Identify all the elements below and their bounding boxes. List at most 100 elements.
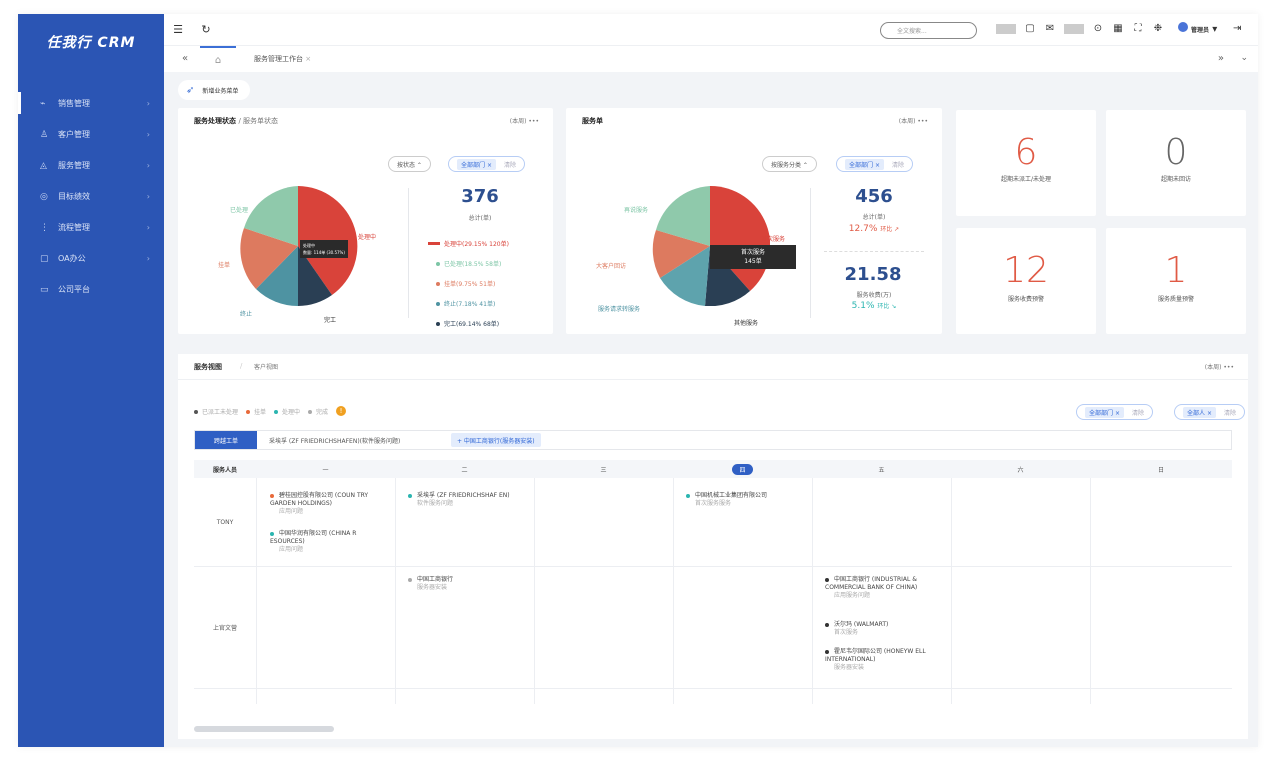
pie-slice-request[interactable] bbox=[660, 246, 710, 306]
sidebar-item-service[interactable]: ◬ 服务管理 › bbox=[18, 150, 164, 181]
pie-slice-vip[interactable] bbox=[652, 230, 710, 278]
tab-customer-view[interactable]: 客户视图 bbox=[254, 364, 279, 371]
tab-service-view[interactable]: 服务视图 bbox=[194, 363, 222, 371]
legend-pending: 挂单(9.75% 51单) bbox=[436, 279, 495, 288]
stat-overdue-visit[interactable]: 0 超期未回访 bbox=[1106, 110, 1246, 216]
sidebar-item-customers[interactable]: ♙ 客户管理 › bbox=[18, 119, 164, 150]
pie-slice-stop[interactable] bbox=[256, 246, 298, 306]
row-person-shangguan: 上官文营 bbox=[212, 624, 237, 632]
pie-tooltip bbox=[300, 240, 348, 258]
add-menu-button[interactable]: ➶ 新增业务菜单 bbox=[178, 80, 251, 100]
col-header-person: 服务人员 bbox=[194, 460, 256, 478]
view-dept-filter[interactable]: 全部部门 × 清除 bbox=[1076, 404, 1153, 420]
clear-link[interactable]: 清除 bbox=[891, 161, 904, 169]
mail-icon[interactable]: ✉ bbox=[1045, 23, 1055, 34]
dept-filter-label: 全部部门 bbox=[849, 161, 874, 169]
card-title: 服务处理状态 / 服务单状态 bbox=[194, 117, 279, 125]
schedule-entry[interactable]: 中国华润有限公司 (CHINA R ESOURCES) 应用问题 bbox=[270, 530, 357, 553]
subtab-3[interactable]: + 中国工商银行(服务器安装) bbox=[451, 433, 541, 447]
legend-complete: 完工(69.14% 68单) bbox=[436, 319, 499, 328]
subtab-2[interactable]: 采埃孚 (ZF FRIEDRICHSHAFEN)(软件服务问题) bbox=[269, 438, 401, 445]
tooltip-line1: 处理中 bbox=[303, 242, 315, 248]
subtab-active[interactable]: 跨越工单 bbox=[195, 431, 257, 449]
logout-icon[interactable]: ⇥ bbox=[1233, 23, 1242, 34]
stat-value: 1 bbox=[1164, 250, 1188, 291]
pie-slice-pending[interactable] bbox=[240, 228, 298, 289]
horizontal-scrollbar[interactable] bbox=[194, 726, 334, 732]
fullscreen-icon[interactable]: ⛶ bbox=[1134, 23, 1142, 34]
dept-filter-label: 全部部门 bbox=[461, 161, 486, 169]
sidebar-item-process[interactable]: ⋮ 流程管理 › bbox=[18, 212, 164, 243]
col-header-fri: 五 bbox=[812, 460, 951, 478]
pie-tooltip: 首次服务 145单 bbox=[710, 245, 796, 269]
apps-icon[interactable]: ▦ bbox=[1113, 23, 1123, 34]
view-period[interactable]: (本周) ••• bbox=[1204, 364, 1234, 371]
revenue-value: 21.58 bbox=[844, 264, 902, 285]
sidebar-item-label: 公司平台 bbox=[58, 285, 90, 294]
chevron-right-icon: › bbox=[146, 99, 150, 108]
pie-slice-complete[interactable] bbox=[298, 246, 332, 306]
pie-label-processing: 处理中 bbox=[358, 234, 377, 241]
schedule-entry[interactable]: 中国机械工业集团有限公司 首次服务服务 bbox=[686, 492, 810, 508]
app-frame: 任我行 CRM ⌁ 销售管理 › ♙ 客户管理 › ◬ 服务管理 › ◎ 目标绩效 › ⋮ 流程管… bbox=[18, 14, 1258, 747]
stat-fee-warning[interactable]: 12 服务收费预警 bbox=[956, 228, 1096, 334]
sidebar-item-oa[interactable]: ▢ OA办公 › bbox=[18, 243, 164, 274]
user-menu[interactable]: 管理员 ▾ bbox=[1178, 22, 1217, 35]
schedule-entry[interactable]: 采埃孚 (ZF FRIEDRICHSHAF EN) 软件服务问题 bbox=[408, 492, 526, 508]
chevron-right-icon: › bbox=[146, 130, 150, 139]
col-header-tue: 二 bbox=[395, 460, 534, 478]
search-input[interactable]: 全文搜索... bbox=[880, 22, 977, 39]
service-orders-card: 服务单 (本周) ••• 按服务分类 ⌃ 全部部门 × 清除 首次服务 145单 再… bbox=[566, 108, 942, 334]
close-icon[interactable]: × bbox=[874, 161, 880, 169]
stat-overdue-dispatch[interactable]: 6 超期未派工/未处理 bbox=[956, 110, 1096, 216]
user-icon: ♙ bbox=[40, 129, 49, 140]
home-icon[interactable]: ⌂ bbox=[200, 46, 236, 72]
rocket-icon: ➶ bbox=[186, 84, 195, 96]
pie-label-other: 其他服务 bbox=[734, 320, 759, 327]
user-name: 管理员 bbox=[1191, 27, 1210, 34]
sidebar-item-sales[interactable]: ⌁ 销售管理 › bbox=[18, 88, 164, 119]
warning-icon[interactable]: ! bbox=[336, 406, 347, 416]
sidebar-item-platform[interactable]: ▭ 公司平台 bbox=[18, 274, 164, 305]
stat-quality-warning[interactable]: 1 服务质量预警 bbox=[1106, 228, 1246, 334]
tabs-scroll-right-icon[interactable]: » bbox=[1217, 53, 1224, 64]
clear-link[interactable]: 清除 bbox=[503, 161, 516, 169]
close-icon[interactable]: × bbox=[486, 161, 492, 169]
schedule-entry[interactable]: 碧桂园控股有限公司 (COUN TRY GARDEN HOLDINGS) 应用问题 bbox=[270, 492, 369, 515]
grid-icon[interactable]: ❉ bbox=[1153, 23, 1163, 34]
card-period[interactable]: (本周) ••• bbox=[509, 118, 539, 125]
schedule-entry[interactable]: 沃尔玛 (WALMART) 首次服务 bbox=[825, 621, 945, 637]
close-icon[interactable]: × bbox=[305, 55, 312, 63]
card-title: 服务单 bbox=[582, 117, 603, 125]
dept-filter[interactable]: 全部部门 × 清除 bbox=[836, 156, 913, 172]
tooltip-line2: 数量: 114单 (30.57%) bbox=[303, 249, 345, 255]
view-person-filter[interactable]: 全部人 × 清除 bbox=[1174, 404, 1245, 420]
notification-icon[interactable]: ▢ bbox=[1025, 23, 1035, 34]
status-filter[interactable]: 按状态 ⌃ bbox=[388, 156, 431, 172]
pie-slice-done[interactable] bbox=[244, 186, 298, 246]
schedule-entry[interactable]: 中国工商银行 (INDUSTRIAL & COMMERCIAL BANK OF … bbox=[825, 576, 918, 599]
subtabs: 跨越工单 采埃孚 (ZF FRIEDRICHSHAFEN)(软件服务问题) + … bbox=[194, 430, 1232, 450]
schedule-entry[interactable]: 霍尼韦尔国际公司 (HONEYW ELL INTERNATIONAL) 服务器安装 bbox=[825, 648, 926, 671]
card-period[interactable]: (本周) ••• bbox=[898, 118, 928, 125]
category-filter[interactable]: 按服务分类 ⌃ bbox=[762, 156, 817, 172]
legend-done: 已处理(18.5% 58单) bbox=[436, 259, 501, 268]
tab-service-workbench[interactable]: 服务管理工作台 × bbox=[254, 54, 311, 64]
refresh-icon[interactable]: ↻ bbox=[201, 23, 211, 36]
tab-label: 服务管理工作台 bbox=[254, 55, 303, 63]
schedule-entry[interactable]: 中国工商银行 服务器安装 bbox=[408, 576, 526, 592]
chevron-right-icon: › bbox=[146, 223, 150, 232]
help-icon[interactable]: ⊙ bbox=[1093, 23, 1103, 34]
revenue-label: 服务收费(万) bbox=[856, 292, 892, 299]
chevron-down-icon[interactable]: ⌄ bbox=[1240, 53, 1248, 63]
process-icon: ⋮ bbox=[40, 222, 49, 233]
tabs-scroll-left-icon[interactable]: « bbox=[182, 53, 189, 64]
pie-label-pending: 挂单 bbox=[218, 262, 231, 269]
close-icon: × bbox=[1114, 409, 1120, 417]
clear-link: 清除 bbox=[1223, 409, 1236, 417]
sidebar-nav: ⌁ 销售管理 › ♙ 客户管理 › ◬ 服务管理 › ◎ 目标绩效 › ⋮ 流程管理 › ▢ OA办公… bbox=[18, 88, 164, 305]
sidebar-item-targets[interactable]: ◎ 目标绩效 › bbox=[18, 181, 164, 212]
menu-toggle-icon[interactable]: ☰ bbox=[173, 23, 183, 36]
pie-slice-again[interactable] bbox=[656, 186, 710, 246]
dept-filter[interactable]: 全部部门 × 清除 bbox=[448, 156, 525, 172]
